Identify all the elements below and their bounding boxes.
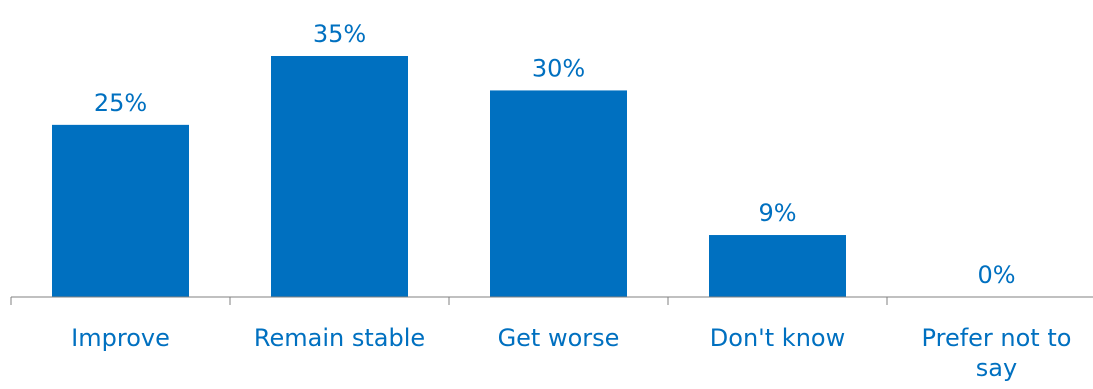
bar-2 xyxy=(271,56,408,297)
data-label-5: 0% xyxy=(977,261,1015,289)
category-label-2: Remain stable xyxy=(254,324,425,352)
data-label-3: 30% xyxy=(532,54,585,82)
data-label-4: 9% xyxy=(758,199,796,227)
x-axis-ticks xyxy=(10,297,888,305)
data-labels-group: 25% 35% 30% 9% 0% xyxy=(94,20,1016,289)
category-label-4: Don't know xyxy=(710,324,845,352)
bar-1 xyxy=(52,124,189,297)
bar-3 xyxy=(490,90,627,297)
data-label-2: 35% xyxy=(313,20,366,48)
bars-group xyxy=(52,56,846,297)
data-label-1: 25% xyxy=(94,89,147,117)
category-labels-group: Improve Remain stable Get worse Don't know P… xyxy=(71,324,1071,382)
bar-4 xyxy=(709,235,846,297)
category-label-3: Get worse xyxy=(498,324,620,352)
category-label-1: Improve xyxy=(71,324,170,352)
category-label-5: Prefer not to say xyxy=(922,324,1072,382)
